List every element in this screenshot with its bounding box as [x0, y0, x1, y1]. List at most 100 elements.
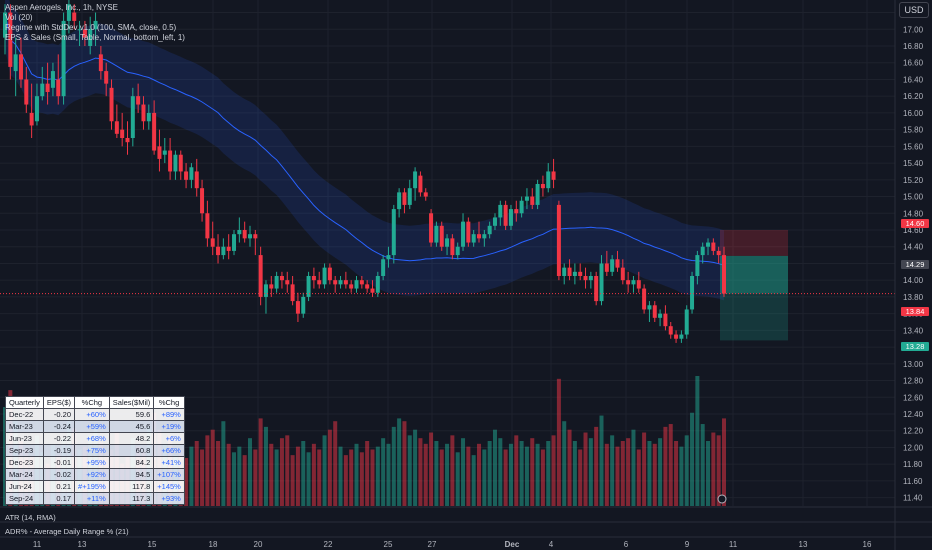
- eps-sales-table: Quarterly EPS($) %Chg Sales($Mil) %Chg Dec-22…: [5, 396, 185, 505]
- candle-body: [588, 276, 593, 281]
- candle-body: [13, 54, 18, 72]
- candle-body: [274, 276, 279, 289]
- candle-body: [322, 267, 327, 285]
- volume-bar: [263, 426, 268, 506]
- volume-bar: [492, 429, 497, 506]
- eps-cell: +92%: [74, 468, 110, 481]
- price-axis-tick: 12.20: [903, 427, 924, 436]
- volume-bar: [546, 441, 551, 506]
- eps-cell: Mar-24: [5, 468, 44, 481]
- volume-bar: [216, 441, 221, 506]
- price-axis-tick: 16.00: [903, 109, 924, 118]
- volume-bar: [668, 424, 673, 506]
- candle-body: [189, 167, 194, 180]
- price-axis-tick: 17.00: [903, 25, 924, 34]
- time-axis-tick: 11: [33, 540, 42, 549]
- volume-bar: [599, 415, 604, 506]
- candle-body: [311, 276, 316, 281]
- candle-body: [381, 259, 386, 276]
- volume-bar: [503, 449, 508, 506]
- eps-header-1: EPS($): [42, 396, 76, 409]
- volume-bar: [631, 429, 636, 506]
- regime-band: [5, 0, 724, 301]
- volume-bar: [588, 438, 593, 506]
- candle-body: [263, 284, 268, 297]
- eps-cell: #+195%: [74, 480, 110, 493]
- price-tag-bottom: 13.28: [901, 342, 929, 351]
- volume-bar: [210, 429, 215, 506]
- candle-body: [572, 271, 577, 276]
- volume-bar: [226, 443, 231, 506]
- price-axis-tick: 12.40: [903, 410, 924, 419]
- eps-cell: 117.8: [108, 480, 155, 493]
- candle-body: [237, 230, 242, 235]
- candle-body: [700, 246, 705, 256]
- volume-bar: [615, 446, 620, 506]
- price-axis-tick: 12.60: [903, 393, 924, 402]
- price-axis-tick: 16.40: [903, 75, 924, 84]
- candle-body: [546, 171, 551, 189]
- candle-body: [72, 12, 77, 21]
- candle-body: [216, 246, 221, 256]
- candle-body: [679, 334, 684, 339]
- candle-body: [482, 234, 487, 239]
- volume-bar: [674, 441, 679, 506]
- volume-bar: [381, 438, 386, 506]
- eps-cell: 0.21: [42, 480, 76, 493]
- candle-body: [226, 246, 231, 251]
- regime-ma-line: [4, 12, 725, 266]
- candle-body: [674, 334, 679, 339]
- candle-body: [418, 175, 423, 193]
- eps-cell: +6%: [153, 432, 185, 445]
- time-axis-tick: 11: [729, 540, 738, 549]
- volume-bar: [365, 441, 370, 506]
- volume-bar: [205, 435, 210, 506]
- volume-bar: [327, 429, 332, 506]
- candle-body: [93, 20, 98, 30]
- price-axis-tick: 12.00: [903, 443, 924, 452]
- volume-bar: [636, 449, 641, 506]
- eps-cell: 59.6: [108, 408, 155, 421]
- time-axis-tick: 16: [863, 540, 872, 549]
- candle-body: [583, 276, 588, 281]
- volume-bar: [397, 418, 402, 506]
- candle-body: [375, 276, 380, 293]
- candle-body: [471, 234, 476, 243]
- candle-body: [253, 234, 258, 239]
- candle-body: [434, 225, 439, 243]
- currency-button[interactable]: USD: [899, 2, 929, 18]
- volume-bar: [242, 455, 247, 506]
- candle-body: [642, 288, 647, 310]
- time-axis-tick: 18: [209, 540, 218, 549]
- time-axis-tick: 20: [254, 540, 263, 549]
- price-axis-tick: 13.00: [903, 360, 924, 369]
- volume-bar: [359, 452, 364, 506]
- volume-bar: [540, 449, 545, 506]
- price-axis-tick: 15.00: [903, 193, 924, 202]
- candle-body: [439, 225, 444, 247]
- time-axis-tick: 25: [384, 540, 393, 549]
- candle-body: [498, 204, 503, 218]
- candle-body: [109, 87, 114, 122]
- volume-bar: [466, 446, 471, 506]
- volume-bar: [647, 441, 652, 506]
- candle-body: [50, 71, 55, 88]
- candle-body: [668, 326, 673, 335]
- volume-bar: [3, 407, 7, 506]
- volume-bar: [706, 441, 711, 506]
- volume-bar: [567, 429, 572, 506]
- candle-body: [397, 192, 402, 210]
- profit-zone: [720, 255, 788, 294]
- price-axis-tick: 13.40: [903, 326, 924, 335]
- price-tag-entry: 13.84: [901, 307, 929, 316]
- candle-body: [477, 234, 482, 239]
- eps-cell: +95%: [74, 456, 110, 469]
- candle-body: [168, 150, 173, 172]
- candle-body: [663, 313, 668, 327]
- volume-bar: [583, 432, 588, 506]
- volume-bar: [317, 449, 322, 506]
- candle-body: [429, 213, 434, 243]
- table-row: Sep-23 -0.19 +75% 60.8 +66%: [5, 444, 185, 457]
- candle-body: [136, 96, 141, 105]
- price-tag-top: 14.60: [901, 219, 929, 228]
